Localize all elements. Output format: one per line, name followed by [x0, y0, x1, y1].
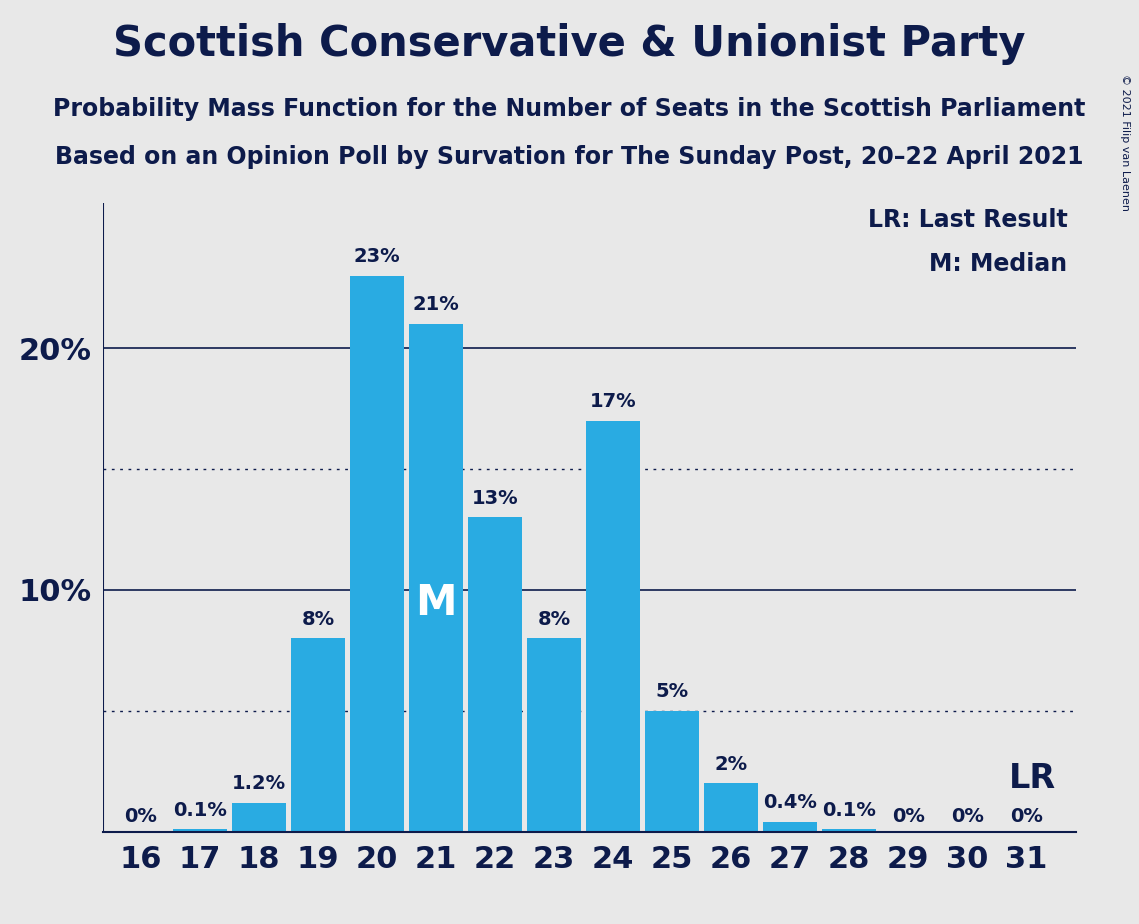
Bar — [585, 420, 640, 832]
Bar — [350, 275, 404, 832]
Text: 8%: 8% — [302, 610, 335, 628]
Bar — [527, 638, 581, 832]
Text: Probability Mass Function for the Number of Seats in the Scottish Parliament: Probability Mass Function for the Number… — [54, 97, 1085, 121]
Text: LR: LR — [1008, 762, 1056, 795]
Text: 21%: 21% — [412, 296, 459, 314]
Text: 0%: 0% — [1010, 807, 1042, 825]
Bar — [409, 324, 464, 832]
Text: M: M — [416, 582, 457, 625]
Text: Scottish Conservative & Unionist Party: Scottish Conservative & Unionist Party — [113, 23, 1026, 65]
Bar — [290, 638, 345, 832]
Text: 0.4%: 0.4% — [763, 794, 817, 812]
Text: 8%: 8% — [538, 610, 571, 628]
Text: 5%: 5% — [656, 682, 689, 701]
Bar — [822, 829, 876, 832]
Text: 1.2%: 1.2% — [232, 774, 286, 793]
Text: Based on an Opinion Poll by Survation for The Sunday Post, 20–22 April 2021: Based on an Opinion Poll by Survation fo… — [56, 145, 1083, 169]
Text: 23%: 23% — [353, 247, 400, 266]
Bar — [231, 803, 286, 832]
Bar — [763, 822, 818, 832]
Text: 0%: 0% — [951, 807, 984, 825]
Text: M: Median: M: Median — [929, 251, 1067, 275]
Bar — [645, 711, 699, 832]
Text: 13%: 13% — [472, 489, 518, 508]
Bar — [173, 829, 227, 832]
Text: 0%: 0% — [892, 807, 925, 825]
Text: 0.1%: 0.1% — [822, 800, 876, 820]
Text: LR: Last Result: LR: Last Result — [868, 208, 1067, 232]
Bar — [468, 517, 522, 832]
Text: 0.1%: 0.1% — [173, 800, 227, 820]
Text: 0%: 0% — [124, 807, 157, 825]
Text: 17%: 17% — [590, 392, 637, 411]
Text: © 2021 Filip van Laenen: © 2021 Filip van Laenen — [1120, 74, 1130, 211]
Text: 2%: 2% — [714, 755, 747, 773]
Bar — [704, 784, 759, 832]
